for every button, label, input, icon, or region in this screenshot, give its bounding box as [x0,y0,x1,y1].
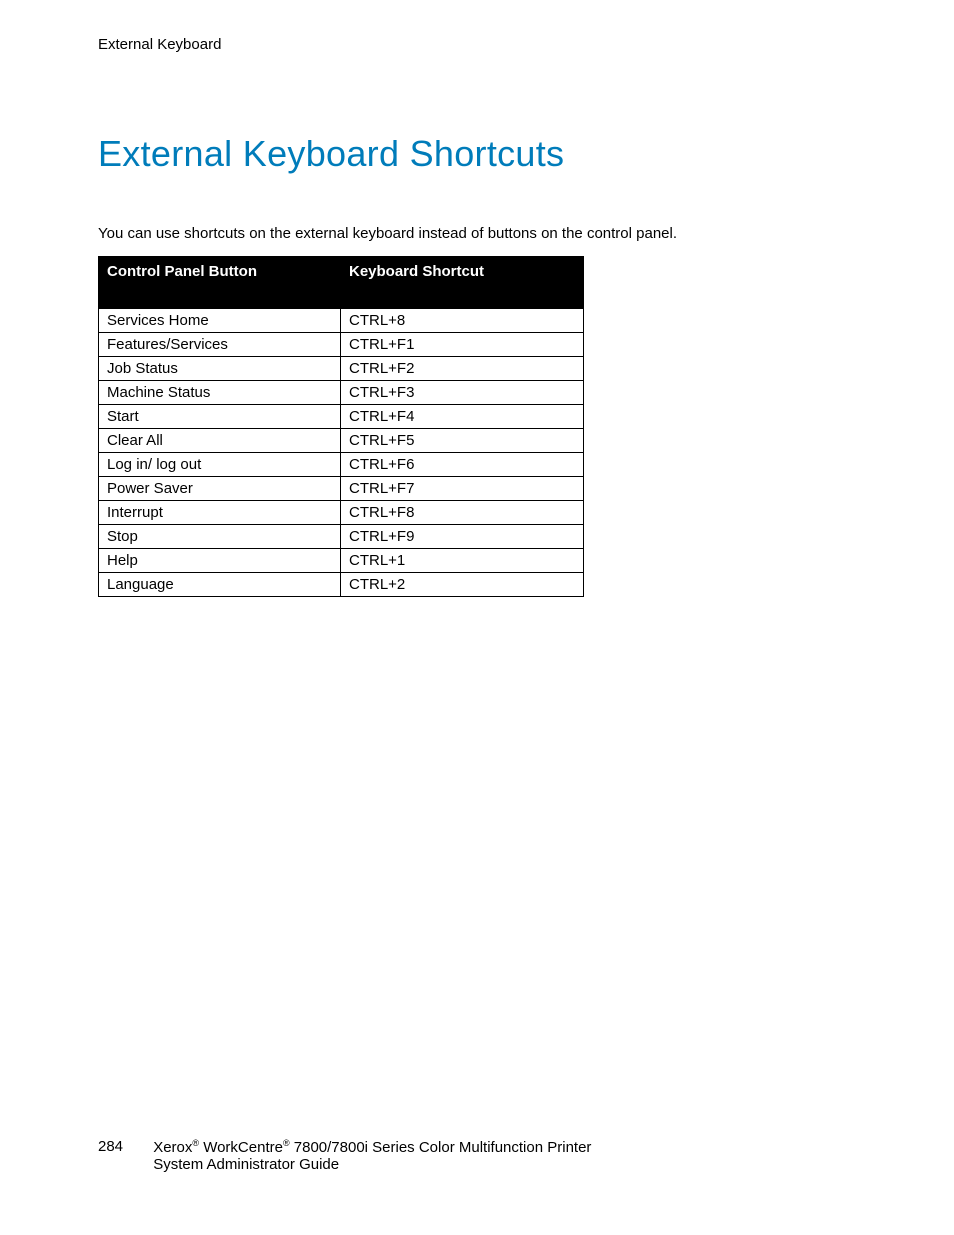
table-row: Machine StatusCTRL+F3 [99,381,584,405]
document-page: External Keyboard External Keyboard Shor… [0,0,954,597]
footer-series: 7800/7800i Series Color Multifunction Pr… [290,1139,592,1156]
table-cell: CTRL+F6 [341,453,584,477]
footer-text: Xerox® WorkCentre® 7800/7800i Series Col… [153,1138,591,1173]
table-cell: Log in/ log out [99,453,341,477]
table-cell: Job Status [99,357,341,381]
table-cell: CTRL+1 [341,549,584,573]
table-cell: Clear All [99,429,341,453]
footer-line2: System Administrator Guide [153,1156,339,1173]
table-row: InterruptCTRL+F8 [99,501,584,525]
table-cell: Power Saver [99,477,341,501]
table-row: StartCTRL+F4 [99,405,584,429]
table-cell: CTRL+F7 [341,477,584,501]
footer-page-number: 284 [98,1138,123,1155]
shortcuts-table: Control Panel Button Keyboard Shortcut S… [98,256,584,597]
table-cell: Interrupt [99,501,341,525]
table-header-row: Control Panel Button Keyboard Shortcut [99,257,584,309]
table-cell: CTRL+F3 [341,381,584,405]
table-cell: Language [99,573,341,597]
footer-reg-2: ® [283,1138,290,1148]
page-header: External Keyboard [98,36,856,53]
table-row: Power SaverCTRL+F7 [99,477,584,501]
table-cell: CTRL+F5 [341,429,584,453]
table-row: HelpCTRL+1 [99,549,584,573]
page-footer: 284 Xerox® WorkCentre® 7800/7800i Series… [98,1138,591,1173]
table-row: Features/ServicesCTRL+F1 [99,333,584,357]
table-row: Services HomeCTRL+8 [99,309,584,333]
intro-paragraph: You can use shortcuts on the external ke… [98,225,856,242]
footer-brand: Xerox [153,1139,192,1156]
table-cell: CTRL+F1 [341,333,584,357]
table-header-cell: Keyboard Shortcut [341,257,584,309]
table-cell: CTRL+F9 [341,525,584,549]
table-cell: Services Home [99,309,341,333]
table-cell: Machine Status [99,381,341,405]
table-cell: Features/Services [99,333,341,357]
table-row: Log in/ log outCTRL+F6 [99,453,584,477]
table-cell: Start [99,405,341,429]
table-row: Clear AllCTRL+F5 [99,429,584,453]
table-header-cell: Control Panel Button [99,257,341,309]
table-row: LanguageCTRL+2 [99,573,584,597]
footer-product: WorkCentre [199,1139,283,1156]
table-cell: CTRL+F4 [341,405,584,429]
table-cell: CTRL+2 [341,573,584,597]
table-cell: Help [99,549,341,573]
table-row: StopCTRL+F9 [99,525,584,549]
table-cell: Stop [99,525,341,549]
table-cell: CTRL+F8 [341,501,584,525]
table-cell: CTRL+8 [341,309,584,333]
table-cell: CTRL+F2 [341,357,584,381]
page-title: External Keyboard Shortcuts [98,133,856,175]
table-row: Job StatusCTRL+F2 [99,357,584,381]
